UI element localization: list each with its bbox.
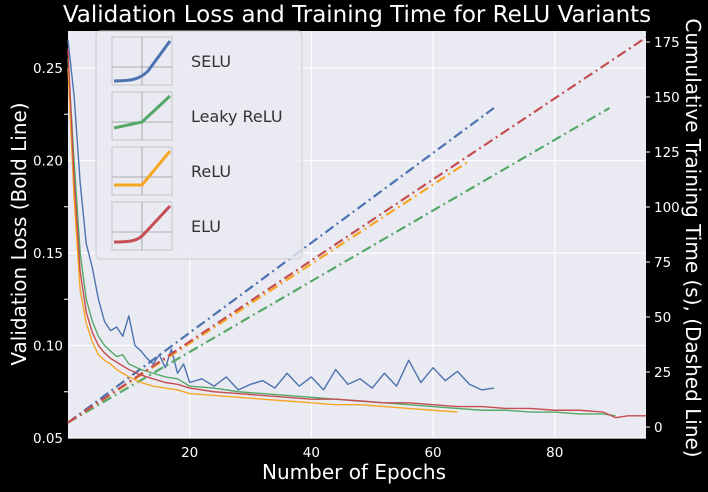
y-axis-label-right: Cumulative Training Time (s), (Dashed Li… xyxy=(681,18,705,457)
legend-item-relu: ReLU xyxy=(111,146,231,196)
x-tick-label: 40 xyxy=(303,445,320,461)
y-axis-label-left: Validation Loss (Bold Line) xyxy=(7,102,31,365)
loss-line-relu xyxy=(67,67,458,413)
legend-entries: SELU Leaky ReLU ReLU ELU xyxy=(111,36,283,251)
time-line-leaky-relu xyxy=(67,107,611,424)
legend-label: ELU xyxy=(191,217,221,236)
time-line-selu xyxy=(67,107,495,424)
y-tick-label-right: 0 xyxy=(654,420,663,436)
loss-line-selu xyxy=(67,40,494,391)
x-tick-label: 60 xyxy=(424,445,441,461)
loss-line-leaky-relu xyxy=(67,58,616,417)
legend-item-elu: ELU xyxy=(111,201,221,251)
x-tick-label: 20 xyxy=(181,445,198,461)
y-tick-label-right: 25 xyxy=(654,365,671,381)
y-tick-label-right: 75 xyxy=(654,255,671,271)
y-tick-label-right: 150 xyxy=(654,90,680,106)
y-tick-label-left: 0.25 xyxy=(33,61,63,77)
x-axis-label: Number of Epochs xyxy=(262,460,446,484)
ticks: 20 40 60 80 0.05 0.10 0.15 0.20 0.25 0 25 50 75 100 12… xyxy=(33,35,680,461)
y-tick-label-right: 175 xyxy=(654,35,680,51)
legend-icon-elu xyxy=(113,204,172,244)
x-tick-label: 80 xyxy=(546,445,563,461)
loss-line-elu xyxy=(67,49,646,419)
y-tick-label-left: 0.15 xyxy=(33,246,63,262)
legend-item-selu: SELU xyxy=(111,36,231,86)
series-lines xyxy=(67,36,647,424)
legend: SELU Leaky ReLU ReLU ELU xyxy=(95,30,303,260)
chart-title: Validation Loss and Training Time for Re… xyxy=(63,2,651,28)
legend-item-leaky-relu: Leaky ReLU xyxy=(111,91,283,141)
legend-label: Leaky ReLU xyxy=(191,107,283,126)
legend-icon-leaky-relu xyxy=(113,94,172,130)
y-tick-label-right: 50 xyxy=(654,310,671,326)
legend-icon-selu xyxy=(113,40,172,83)
y-tick-label-right: 125 xyxy=(654,145,680,161)
y-tick-label-left: 0.10 xyxy=(33,339,63,355)
y-tick-label-left: 0.20 xyxy=(33,154,63,170)
y-tick-label-right: 100 xyxy=(654,200,680,216)
legend-label: SELU xyxy=(191,52,231,71)
legend-label: ReLU xyxy=(191,162,231,181)
y-tick-label-left: 0.05 xyxy=(33,431,63,447)
legend-icon-relu xyxy=(114,150,172,187)
time-line-elu xyxy=(67,36,647,424)
